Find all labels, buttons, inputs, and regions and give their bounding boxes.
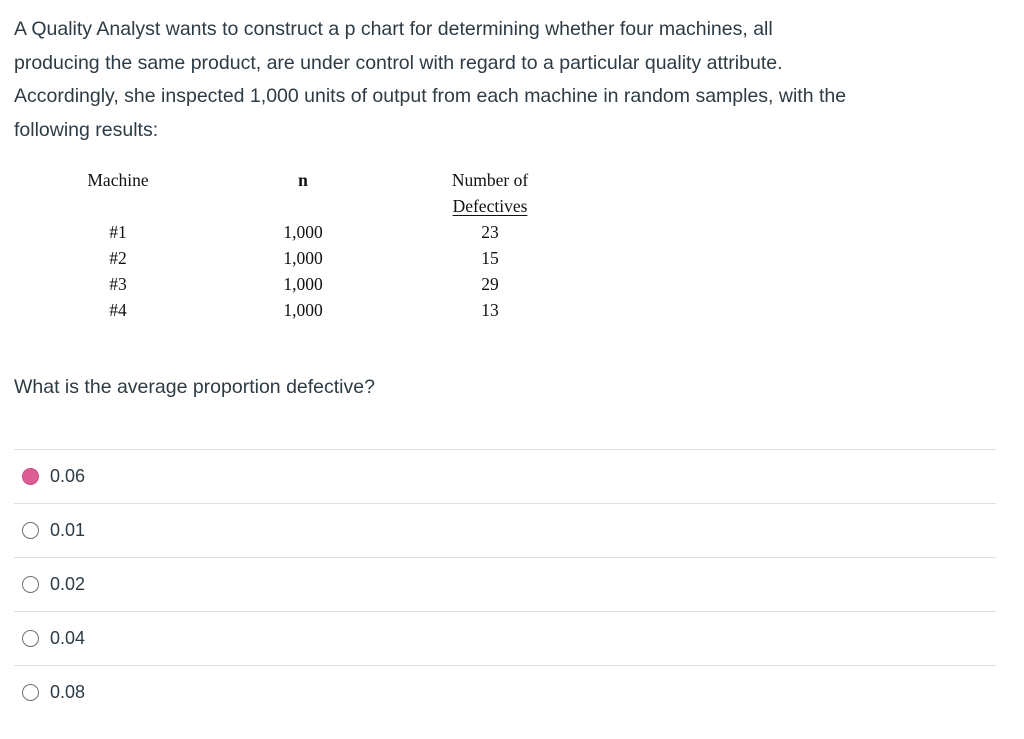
table-cell-n: 1,000	[283, 300, 323, 320]
question-prompt-line: A Quality Analyst wants to construct a p…	[14, 18, 773, 40]
answer-option-label: 0.08	[50, 681, 86, 702]
question-subprompt: What is the average proportion defective…	[14, 376, 375, 398]
answer-option-label: 0.06	[50, 465, 86, 486]
radio-button-icon[interactable]	[22, 575, 39, 593]
table-cell-machine: #2	[109, 248, 127, 268]
table-cell-defectives: 13	[481, 300, 499, 320]
question-prompt-line: following results:	[14, 118, 159, 141]
radio-button-icon[interactable]	[22, 683, 39, 701]
answer-option-label: 0.02	[50, 573, 86, 594]
table-header-defectives-line2: Defectives	[452, 196, 528, 216]
table-cell-machine: #3	[109, 274, 127, 294]
answer-options: 0.06 0.01 0.02 0.04 0.08	[14, 448, 996, 719]
answer-option-label: 0.04	[50, 627, 86, 648]
table-header-machine: Machine	[87, 170, 149, 190]
table-cell-machine: #1	[109, 222, 127, 242]
question-prompt-line: Accordingly, she inspected 1,000 units o…	[14, 85, 847, 107]
table-cell-defectives: 15	[481, 248, 499, 268]
answer-option[interactable]: 0.06	[14, 448, 996, 503]
table-cell-n: 1,000	[283, 222, 323, 242]
answer-option[interactable]: 0.01	[14, 502, 996, 557]
radio-button-icon[interactable]	[22, 629, 39, 647]
radio-button-icon[interactable]	[22, 467, 39, 485]
answer-option-label: 0.01	[50, 519, 86, 540]
table-cell-n: 1,000	[283, 248, 323, 268]
answer-option[interactable]: 0.02	[14, 556, 996, 611]
answer-option[interactable]: 0.04	[14, 610, 996, 665]
table-cell-defectives: 29	[481, 274, 499, 294]
question-prompt-line: producing the same product, are under co…	[14, 51, 783, 74]
table-cell-machine: #4	[109, 300, 127, 320]
answer-option[interactable]: 0.08	[14, 664, 996, 719]
table-cell-defectives: 23	[481, 222, 499, 242]
radio-button-icon[interactable]	[22, 521, 39, 539]
table-header-n: n	[298, 170, 308, 190]
question-prompt: A Quality Analyst wants to construct a p…	[0, 0, 1024, 147]
defectives-table: Machine n Number of Defectives #1 1,000 …	[64, 167, 1024, 323]
table-header-defectives-line1: Number of	[451, 170, 529, 190]
table-cell-n: 1,000	[283, 274, 323, 294]
